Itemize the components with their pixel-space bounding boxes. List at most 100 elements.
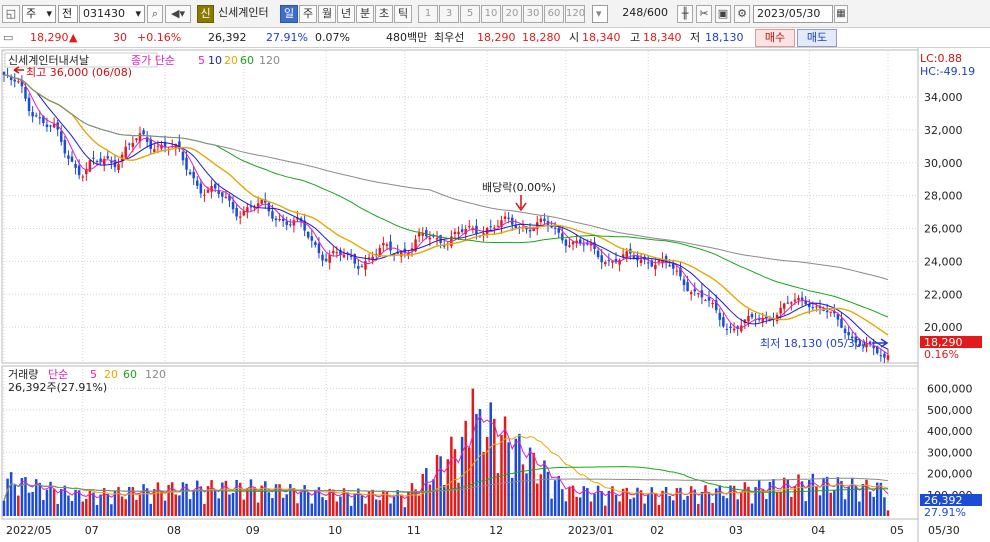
stock-chart[interactable]: 34,000 32,000 30,000 28,000 26,000 24,000 22,0…: [0, 48, 990, 542]
trade-amount: 480백만: [386, 31, 428, 44]
candle-body: [421, 232, 424, 236]
candle-body: [664, 256, 668, 263]
interval-60[interactable]: 60: [544, 5, 564, 23]
volume-bar: [514, 438, 518, 516]
candle-body: [460, 229, 464, 232]
candle-body: [303, 220, 306, 231]
tab-5[interactable]: 초: [375, 5, 393, 23]
candle-body: [221, 192, 224, 197]
hc-value: HC:-49.19: [920, 65, 975, 78]
volume-bar: [593, 493, 596, 516]
current-price: 18,290: [30, 31, 69, 44]
interval-3[interactable]: 3: [439, 5, 459, 23]
tab-3[interactable]: 년: [337, 5, 355, 23]
candlestick-icon[interactable]: ╫: [677, 5, 693, 23]
candle-body: [378, 248, 382, 258]
interval-1[interactable]: 1: [418, 5, 438, 23]
candle-body: [274, 218, 278, 220]
candle-body: [829, 311, 832, 313]
interval-20[interactable]: 20: [502, 5, 522, 23]
candle-body: [765, 316, 768, 319]
save-icon[interactable]: ▣: [715, 5, 731, 23]
buy-button[interactable]: 매수: [755, 29, 795, 47]
volume-bar: [360, 495, 364, 516]
dividend-marker: 배당락(0.00%): [482, 181, 556, 194]
code-input[interactable]: 031430 ▾: [79, 5, 145, 23]
volume-bar: [689, 486, 693, 516]
tab-4[interactable]: 분: [356, 5, 374, 23]
dividend-arrow-icon: [515, 195, 527, 212]
volume-bar: [808, 480, 811, 516]
volume-bar: [865, 479, 868, 516]
candle-body: [106, 156, 110, 159]
chevron-down-icon: ▾: [135, 7, 141, 20]
ma5-label: 5: [198, 54, 205, 67]
volume-bar: [256, 502, 260, 516]
candle-body: [657, 260, 661, 262]
interval-dropdown[interactable]: ▾: [592, 5, 608, 23]
candle-body: [192, 171, 195, 179]
volume-bar: [772, 479, 775, 516]
interval-120[interactable]: 120: [565, 5, 585, 23]
volume-bar: [643, 503, 646, 516]
candle-body: [206, 189, 210, 193]
interval-10[interactable]: 10: [481, 5, 501, 23]
volume-bar: [410, 483, 414, 516]
gear-icon[interactable]: ⚙: [734, 5, 750, 23]
candle-body: [886, 355, 890, 360]
volume-bar: [310, 503, 314, 516]
volume-bar: [407, 491, 410, 516]
candle-body: [20, 80, 24, 87]
candle-body: [800, 297, 804, 300]
volume-bar: [346, 492, 349, 516]
volume-bar: [439, 456, 442, 516]
interval-5[interactable]: 5: [460, 5, 480, 23]
volume-bar: [174, 494, 178, 516]
candle-body: [45, 124, 49, 128]
interval-30[interactable]: 30: [523, 5, 543, 23]
candle-body: [371, 256, 374, 261]
count-input[interactable]: 248/600: [611, 5, 671, 23]
volume-bar: [604, 505, 607, 516]
volume-bar: [679, 487, 682, 516]
volume-bar: [417, 495, 421, 516]
volume-bar: [246, 488, 249, 516]
search-icon[interactable]: ⌕: [147, 5, 163, 23]
ma20-line: [3, 74, 889, 336]
calendar-icon[interactable]: ▦: [834, 5, 848, 23]
tab-2[interactable]: 월: [318, 5, 336, 23]
prev-select[interactable]: 전: [58, 5, 78, 23]
date-input[interactable]: 2023/05/30: [753, 5, 833, 23]
volume-bar: [113, 490, 117, 516]
candle-body: [160, 144, 163, 149]
candle-body: [128, 143, 131, 145]
scissors-icon[interactable]: ✂: [696, 5, 712, 23]
count-total: /600: [643, 6, 668, 19]
sell-button[interactable]: 매도: [797, 29, 837, 47]
stock-name-input[interactable]: 신세계인터: [218, 6, 269, 19]
candle-body: [124, 146, 127, 158]
volume-bar: [156, 482, 160, 516]
tab-0[interactable]: 일: [280, 5, 298, 23]
volume-bar: [765, 499, 768, 516]
speaker-icon[interactable]: ◀▾: [165, 5, 191, 23]
candle-body: [557, 228, 560, 233]
candle-body: [582, 244, 586, 246]
volume-ma20-line: [3, 435, 889, 501]
candle-body: [811, 307, 815, 309]
candle-body: [532, 228, 535, 232]
volume-bar: [17, 495, 20, 516]
volume-bar: [45, 489, 49, 516]
candle-body: [374, 253, 378, 255]
volume-bar: [128, 486, 131, 516]
window-icon[interactable]: ◱: [2, 5, 20, 23]
candle-body: [357, 266, 360, 269]
period-select[interactable]: 주 ▾: [22, 5, 56, 23]
candle-body: [797, 297, 800, 301]
volume-bar: [110, 504, 113, 516]
tab-1[interactable]: 주: [299, 5, 317, 23]
window-icon-2[interactable]: ▭: [3, 31, 14, 44]
candle-body: [364, 261, 367, 270]
sin-badge[interactable]: 신: [197, 5, 214, 23]
tab-6[interactable]: 틱: [394, 5, 412, 23]
